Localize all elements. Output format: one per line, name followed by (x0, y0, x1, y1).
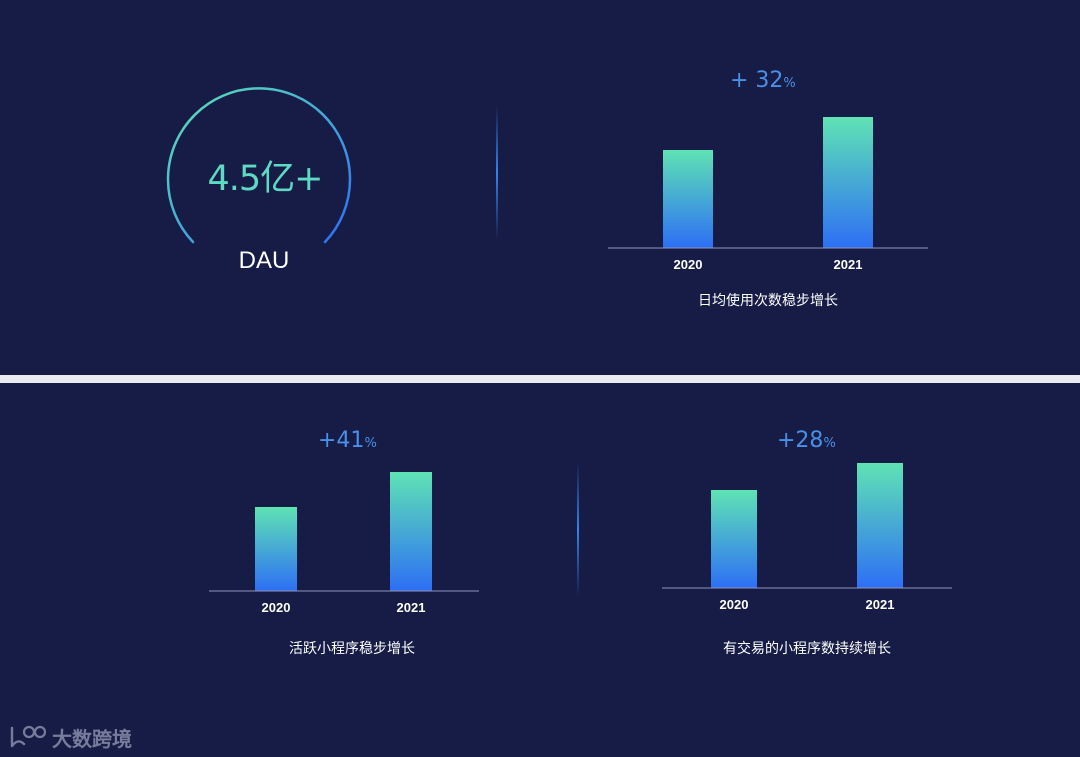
chart-2-growth-value: +28 (777, 428, 824, 453)
dau-value: 4.5亿+ (207, 159, 324, 199)
dau-ring-icon (166, 87, 352, 244)
bar-2021 (823, 117, 873, 248)
100-logo-icon (10, 725, 47, 748)
x-tick-label-2020: 2020 (262, 600, 291, 615)
chart-1-growth-unit: % (364, 436, 377, 451)
x-tick-label-2020: 2020 (720, 597, 749, 612)
x-tick-label-2021: 2021 (834, 257, 863, 272)
bar-2020 (255, 507, 297, 591)
chart-0-caption: 日均使用次数稳步增长 (698, 293, 838, 309)
top-panel (0, 0, 1080, 375)
bar-2021 (857, 463, 903, 588)
x-tick-label-2021: 2021 (866, 597, 895, 612)
chart-0-growth: + 32% (730, 68, 796, 93)
chart-2-caption: 有交易的小程序数持续增长 (723, 641, 891, 657)
watermark: 大数跨境 (8, 721, 132, 753)
dau-label: DAU (238, 247, 290, 274)
bar-2020 (711, 490, 757, 588)
chart-1-caption: 活跃小程序稳步增长 (289, 641, 415, 657)
bottom-vertical-divider (577, 462, 579, 597)
top-vertical-divider (496, 105, 498, 240)
chart-1-growth-value: +41 (318, 428, 365, 453)
x-tick-label-2020: 2020 (674, 257, 703, 272)
bar-2021 (390, 472, 432, 591)
bar-2020 (663, 150, 713, 248)
chart-2-growth-unit: % (823, 436, 836, 451)
chart-0-growth-unit: % (783, 76, 796, 91)
chart-0-growth-value: + 32 (730, 68, 784, 93)
chart-1-growth: +41% (318, 428, 377, 453)
chart-2-growth: +28% (777, 428, 836, 453)
usage-chart: 2020 2021 (608, 117, 928, 272)
section-separator (0, 375, 1080, 383)
x-tick-label-2021: 2021 (397, 600, 426, 615)
watermark-text: 大数跨境 (52, 726, 132, 751)
